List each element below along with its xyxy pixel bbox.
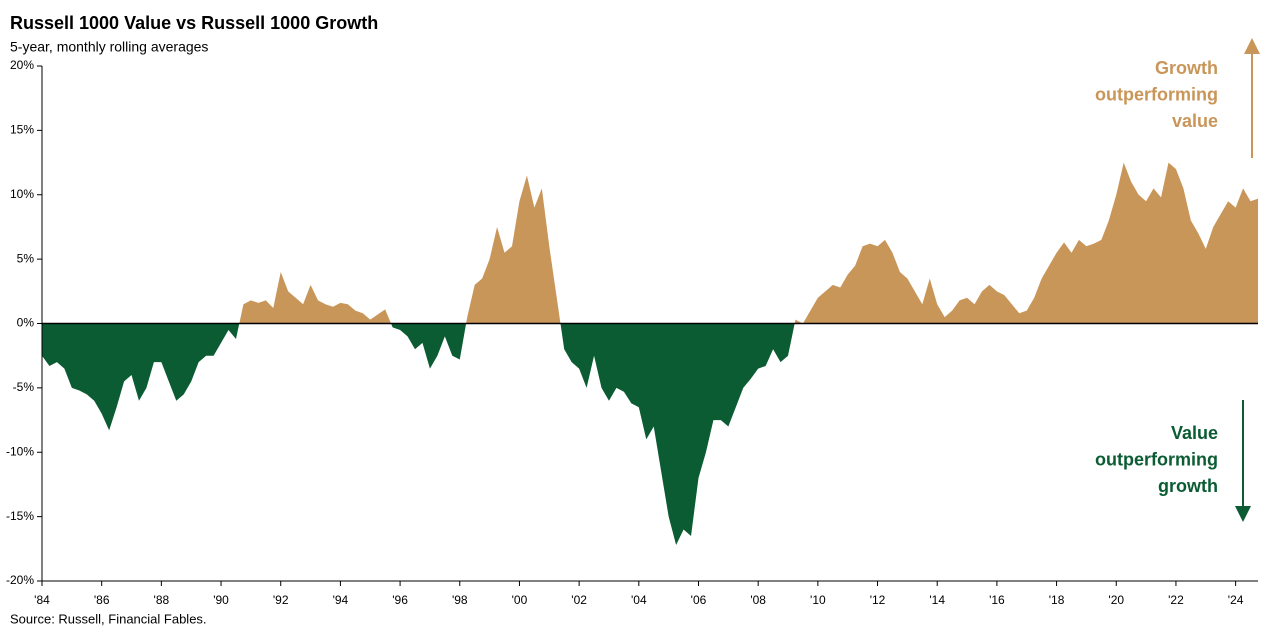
x-tick-label: '98 bbox=[452, 593, 468, 607]
annotation: outperforming bbox=[1095, 84, 1218, 104]
area bbox=[42, 162, 1258, 545]
x-tick-label: '24 bbox=[1228, 593, 1244, 607]
x-tick-label: '06 bbox=[691, 593, 707, 607]
y-tick-label: 0% bbox=[17, 316, 35, 330]
source-note: Source: Russell, Financial Fables. bbox=[10, 611, 207, 626]
x-tick-label: '14 bbox=[929, 593, 945, 607]
x-tick-label: '88 bbox=[154, 593, 170, 607]
x-tick-label: '10 bbox=[810, 593, 826, 607]
annotation: Value bbox=[1171, 423, 1218, 443]
y-tick-label: -5% bbox=[13, 380, 35, 394]
x-tick-label: '96 bbox=[392, 593, 408, 607]
x-tick-label: '02 bbox=[571, 593, 587, 607]
x-tick-label: '84 bbox=[34, 593, 50, 607]
annotation: outperforming bbox=[1095, 449, 1218, 469]
chart-subtitle: 5-year, monthly rolling averages bbox=[10, 39, 208, 55]
x-tick-label: '00 bbox=[512, 593, 528, 607]
y-tick-label: -10% bbox=[6, 444, 34, 458]
x-tick-label: '86 bbox=[94, 593, 110, 607]
annotation: growth bbox=[1158, 476, 1218, 496]
x-tick-label: '18 bbox=[1049, 593, 1065, 607]
x-tick-label: '92 bbox=[273, 593, 289, 607]
x-tick-label: '16 bbox=[989, 593, 1005, 607]
x-tick-label: '90 bbox=[213, 593, 229, 607]
y-tick-label: 20% bbox=[10, 58, 34, 72]
x-tick-label: '20 bbox=[1108, 593, 1124, 607]
y-tick-label: 10% bbox=[10, 187, 34, 201]
x-tick-label: '08 bbox=[750, 593, 766, 607]
y-tick-label: 15% bbox=[10, 123, 34, 137]
x-tick-label: '22 bbox=[1168, 593, 1184, 607]
y-tick-label: -20% bbox=[6, 573, 34, 587]
annotation: value bbox=[1172, 111, 1218, 131]
x-tick-label: '12 bbox=[870, 593, 886, 607]
x-tick-label: '94 bbox=[333, 593, 349, 607]
y-tick-label: -15% bbox=[6, 509, 34, 523]
y-tick-label: 5% bbox=[17, 251, 35, 265]
annotation: Growth bbox=[1155, 58, 1218, 78]
chart-title: Russell 1000 Value vs Russell 1000 Growt… bbox=[10, 13, 378, 33]
x-tick-label: '04 bbox=[631, 593, 647, 607]
